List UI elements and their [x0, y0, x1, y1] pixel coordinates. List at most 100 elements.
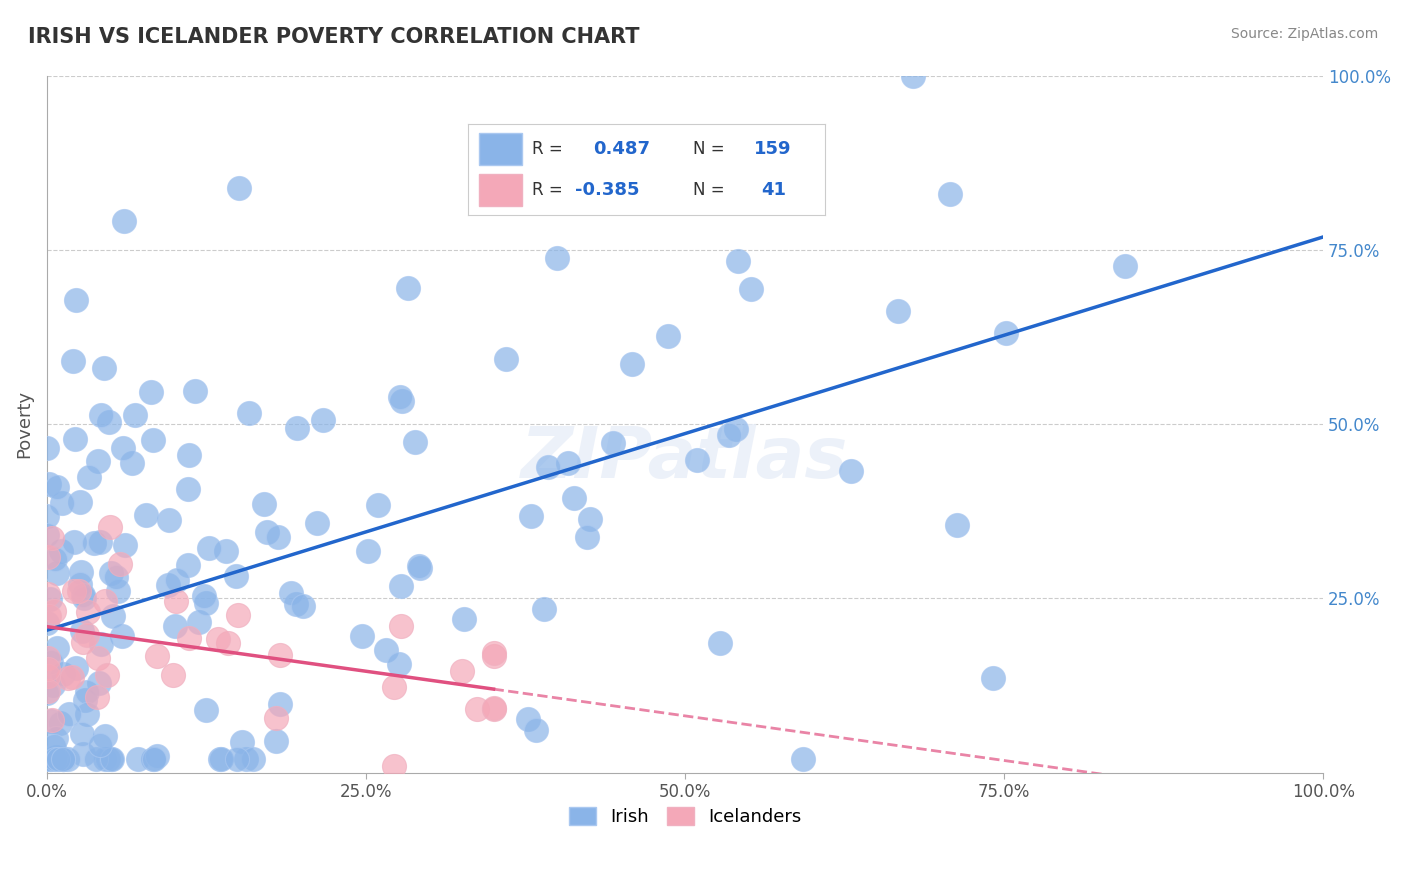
- Point: [100, 752, 122, 766]
- Point: [38, 752, 60, 766]
- Point: [94, 594, 117, 608]
- Point: [408, 558, 430, 573]
- Point: [70, 726, 93, 740]
- Point: [39, 591, 62, 606]
- Point: [94, 752, 117, 766]
- Point: [482, 701, 505, 715]
- Point: [42, 677, 65, 691]
- Point: [177, 631, 200, 645]
- Point: [42, 604, 65, 618]
- Point: [37, 684, 59, 698]
- Point: [77, 605, 100, 619]
- Point: [52, 752, 75, 766]
- Point: [408, 560, 430, 574]
- Point: [49, 716, 72, 731]
- Point: [46, 752, 69, 766]
- Point: [350, 629, 373, 643]
- Point: [41, 714, 63, 728]
- Point: [112, 441, 135, 455]
- Point: [389, 619, 412, 633]
- Point: [645, 157, 668, 171]
- Point: [104, 569, 127, 583]
- Point: [44, 739, 66, 754]
- Point: [717, 427, 740, 442]
- Point: [533, 601, 555, 615]
- Point: [87, 454, 110, 468]
- Point: [242, 752, 264, 766]
- Point: [39, 752, 62, 766]
- Point: [280, 586, 302, 600]
- Point: [453, 612, 475, 626]
- Point: [37, 669, 59, 683]
- Point: [35, 686, 58, 700]
- Point: [264, 734, 287, 748]
- Point: [46, 480, 69, 494]
- Point: [391, 394, 413, 409]
- Point: [792, 752, 814, 766]
- Point: [83, 535, 105, 549]
- Point: [495, 351, 517, 366]
- Point: [267, 530, 290, 544]
- Point: [165, 593, 187, 607]
- Point: [946, 517, 969, 532]
- Point: [176, 558, 198, 573]
- Point: [96, 668, 118, 682]
- Point: [157, 513, 180, 527]
- Point: [382, 759, 405, 773]
- Point: [101, 752, 124, 766]
- Point: [72, 635, 94, 649]
- Point: [602, 435, 624, 450]
- Point: [65, 293, 87, 307]
- Point: [225, 569, 247, 583]
- Point: [482, 700, 505, 714]
- Point: [72, 624, 94, 638]
- Point: [145, 649, 167, 664]
- Point: [194, 703, 217, 717]
- Point: [37, 752, 59, 766]
- Point: [97, 415, 120, 429]
- Point: [709, 636, 731, 650]
- Point: [51, 496, 73, 510]
- Point: [231, 735, 253, 749]
- Point: [58, 706, 80, 721]
- Point: [357, 544, 380, 558]
- Point: [686, 453, 709, 467]
- Point: [100, 566, 122, 580]
- Point: [887, 304, 910, 318]
- Point: [76, 706, 98, 721]
- Point: [177, 482, 200, 496]
- Point: [108, 557, 131, 571]
- Point: [162, 667, 184, 681]
- Point: [44, 752, 66, 766]
- Point: [579, 511, 602, 525]
- Point: [537, 460, 560, 475]
- Point: [226, 607, 249, 622]
- Point: [89, 534, 111, 549]
- Point: [63, 535, 86, 549]
- Point: [215, 544, 238, 558]
- Point: [69, 565, 91, 579]
- Point: [546, 251, 568, 265]
- Point: [228, 180, 250, 194]
- Point: [58, 671, 80, 685]
- Point: [37, 587, 59, 601]
- Point: [482, 646, 505, 660]
- Text: IRISH VS ICELANDER POVERTY CORRELATION CHART: IRISH VS ICELANDER POVERTY CORRELATION C…: [28, 27, 640, 46]
- Point: [63, 432, 86, 446]
- Point: [312, 413, 335, 427]
- Point: [516, 712, 538, 726]
- Point: [38, 608, 60, 623]
- Point: [89, 738, 111, 752]
- Point: [62, 353, 84, 368]
- Point: [396, 281, 419, 295]
- Point: [124, 409, 146, 423]
- Point: [285, 421, 308, 435]
- Point: [166, 573, 188, 587]
- Point: [45, 749, 67, 764]
- Point: [84, 752, 107, 766]
- Point: [188, 615, 211, 630]
- Point: [177, 448, 200, 462]
- Point: [285, 597, 308, 611]
- Point: [524, 723, 547, 737]
- Point: [52, 752, 75, 766]
